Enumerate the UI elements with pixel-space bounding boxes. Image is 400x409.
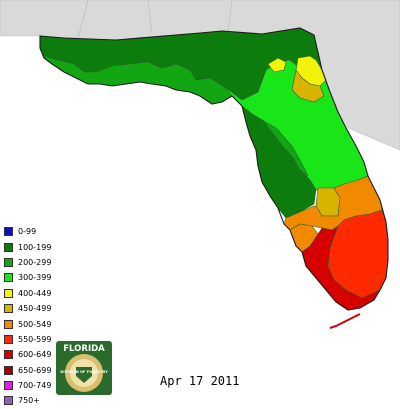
legend-item: 400-449	[4, 286, 124, 301]
legend-label: 300-399	[18, 273, 52, 283]
region-gold-north	[291, 69, 325, 103]
legend-item: 300-399	[4, 270, 124, 285]
florida-regions	[39, 27, 389, 329]
map-date: Apr 17 2011	[160, 374, 240, 388]
legend-label: 500-549	[18, 319, 52, 329]
legend-label: 550-599	[18, 334, 52, 344]
legend-swatch	[4, 319, 13, 329]
legend-item: 500-549	[4, 316, 124, 331]
legend-swatch	[4, 396, 13, 406]
legend-label: 450-499	[18, 304, 52, 314]
legend-swatch	[4, 227, 13, 237]
legend-item: 700-749	[4, 378, 124, 393]
legend-swatch	[4, 273, 13, 283]
region-keys	[329, 313, 361, 329]
legend-item: 200-299	[4, 255, 124, 270]
state-borders-line	[77, 0, 233, 39]
legend-label: 700-749	[18, 381, 52, 391]
legend-swatch	[4, 334, 13, 344]
legend-label: 0-99	[18, 227, 37, 237]
legend-label: 650-699	[18, 365, 52, 375]
legend-label: 400-449	[18, 288, 52, 298]
legend-swatch	[4, 242, 13, 252]
florida-forestry-seal: FLORIDA DIVISION OF FORESTRY	[56, 341, 112, 395]
florida-outline	[39, 27, 389, 311]
legend-label: 750+	[18, 396, 40, 406]
seal-center-text: DIVISION OF FORESTRY	[60, 370, 108, 374]
region-central-mid	[261, 119, 309, 177]
legend-item: 550-599	[4, 332, 124, 347]
legend-item: 450-499	[4, 301, 124, 316]
legend-swatch	[4, 288, 13, 298]
legend-label: 200-299	[18, 257, 52, 267]
legend-item: 0-99	[4, 224, 124, 239]
legend-item: 100-199	[4, 239, 124, 254]
legend-swatch	[4, 304, 13, 314]
legend-item: 650-699	[4, 363, 124, 378]
drought-map	[0, 0, 400, 329]
seal-shield-icon	[76, 367, 92, 383]
legend-item: 600-649	[4, 347, 124, 362]
legend-label: 100-199	[18, 242, 52, 252]
legend-swatch	[4, 257, 13, 267]
legend-label: 600-649	[18, 350, 52, 360]
seal-title: FLORIDA	[63, 344, 105, 354]
legend-swatch	[4, 350, 13, 360]
region-yellow-north	[267, 57, 287, 73]
legend-swatch	[4, 381, 13, 391]
legend-swatch	[4, 365, 13, 375]
